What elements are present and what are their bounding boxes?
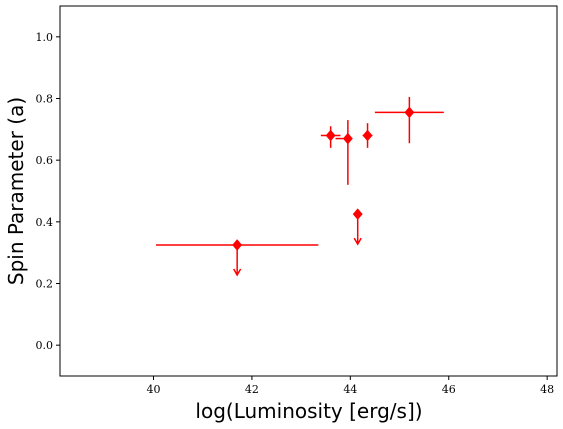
diamond-marker (232, 239, 243, 251)
diamond-marker (362, 129, 373, 142)
x-tick-label: 44 (343, 383, 357, 396)
diamond-marker (352, 208, 363, 221)
diamond-marker (404, 106, 415, 119)
plot-area (59, 5, 558, 377)
x-tick-label: 40 (146, 383, 160, 396)
y-tick-label: 0.4 (36, 216, 54, 229)
diamond-marker (325, 129, 336, 142)
arrow-head (353, 237, 362, 246)
x-tick-label: 42 (245, 383, 259, 396)
y-axis-ticks: 0.0 0.2 0.4 0.6 0.8 1.0 (36, 31, 60, 352)
y-tick-label: 1.0 (36, 31, 54, 44)
y-tick-label: 0.8 (36, 93, 54, 106)
data-point (155, 239, 319, 277)
x-tick-label: 48 (540, 383, 554, 396)
data-point (335, 120, 353, 185)
data-point (362, 123, 373, 148)
data-points (155, 96, 444, 277)
data-point (320, 126, 341, 148)
x-tick-label: 46 (442, 383, 456, 396)
data-point (374, 96, 444, 144)
x-axis-title: log(Luminosity [erg/s]) (195, 399, 422, 423)
y-tick-label: 0.0 (36, 339, 54, 352)
x-axis-ticks: 40 42 44 46 48 (146, 376, 554, 396)
y-tick-label: 0.6 (36, 154, 54, 167)
y-axis-title: Spin Parameter (a) (4, 97, 28, 285)
y-tick-label: 0.2 (36, 278, 54, 291)
diamond-marker (342, 132, 353, 145)
data-point (352, 208, 363, 246)
arrow-head (233, 268, 242, 277)
